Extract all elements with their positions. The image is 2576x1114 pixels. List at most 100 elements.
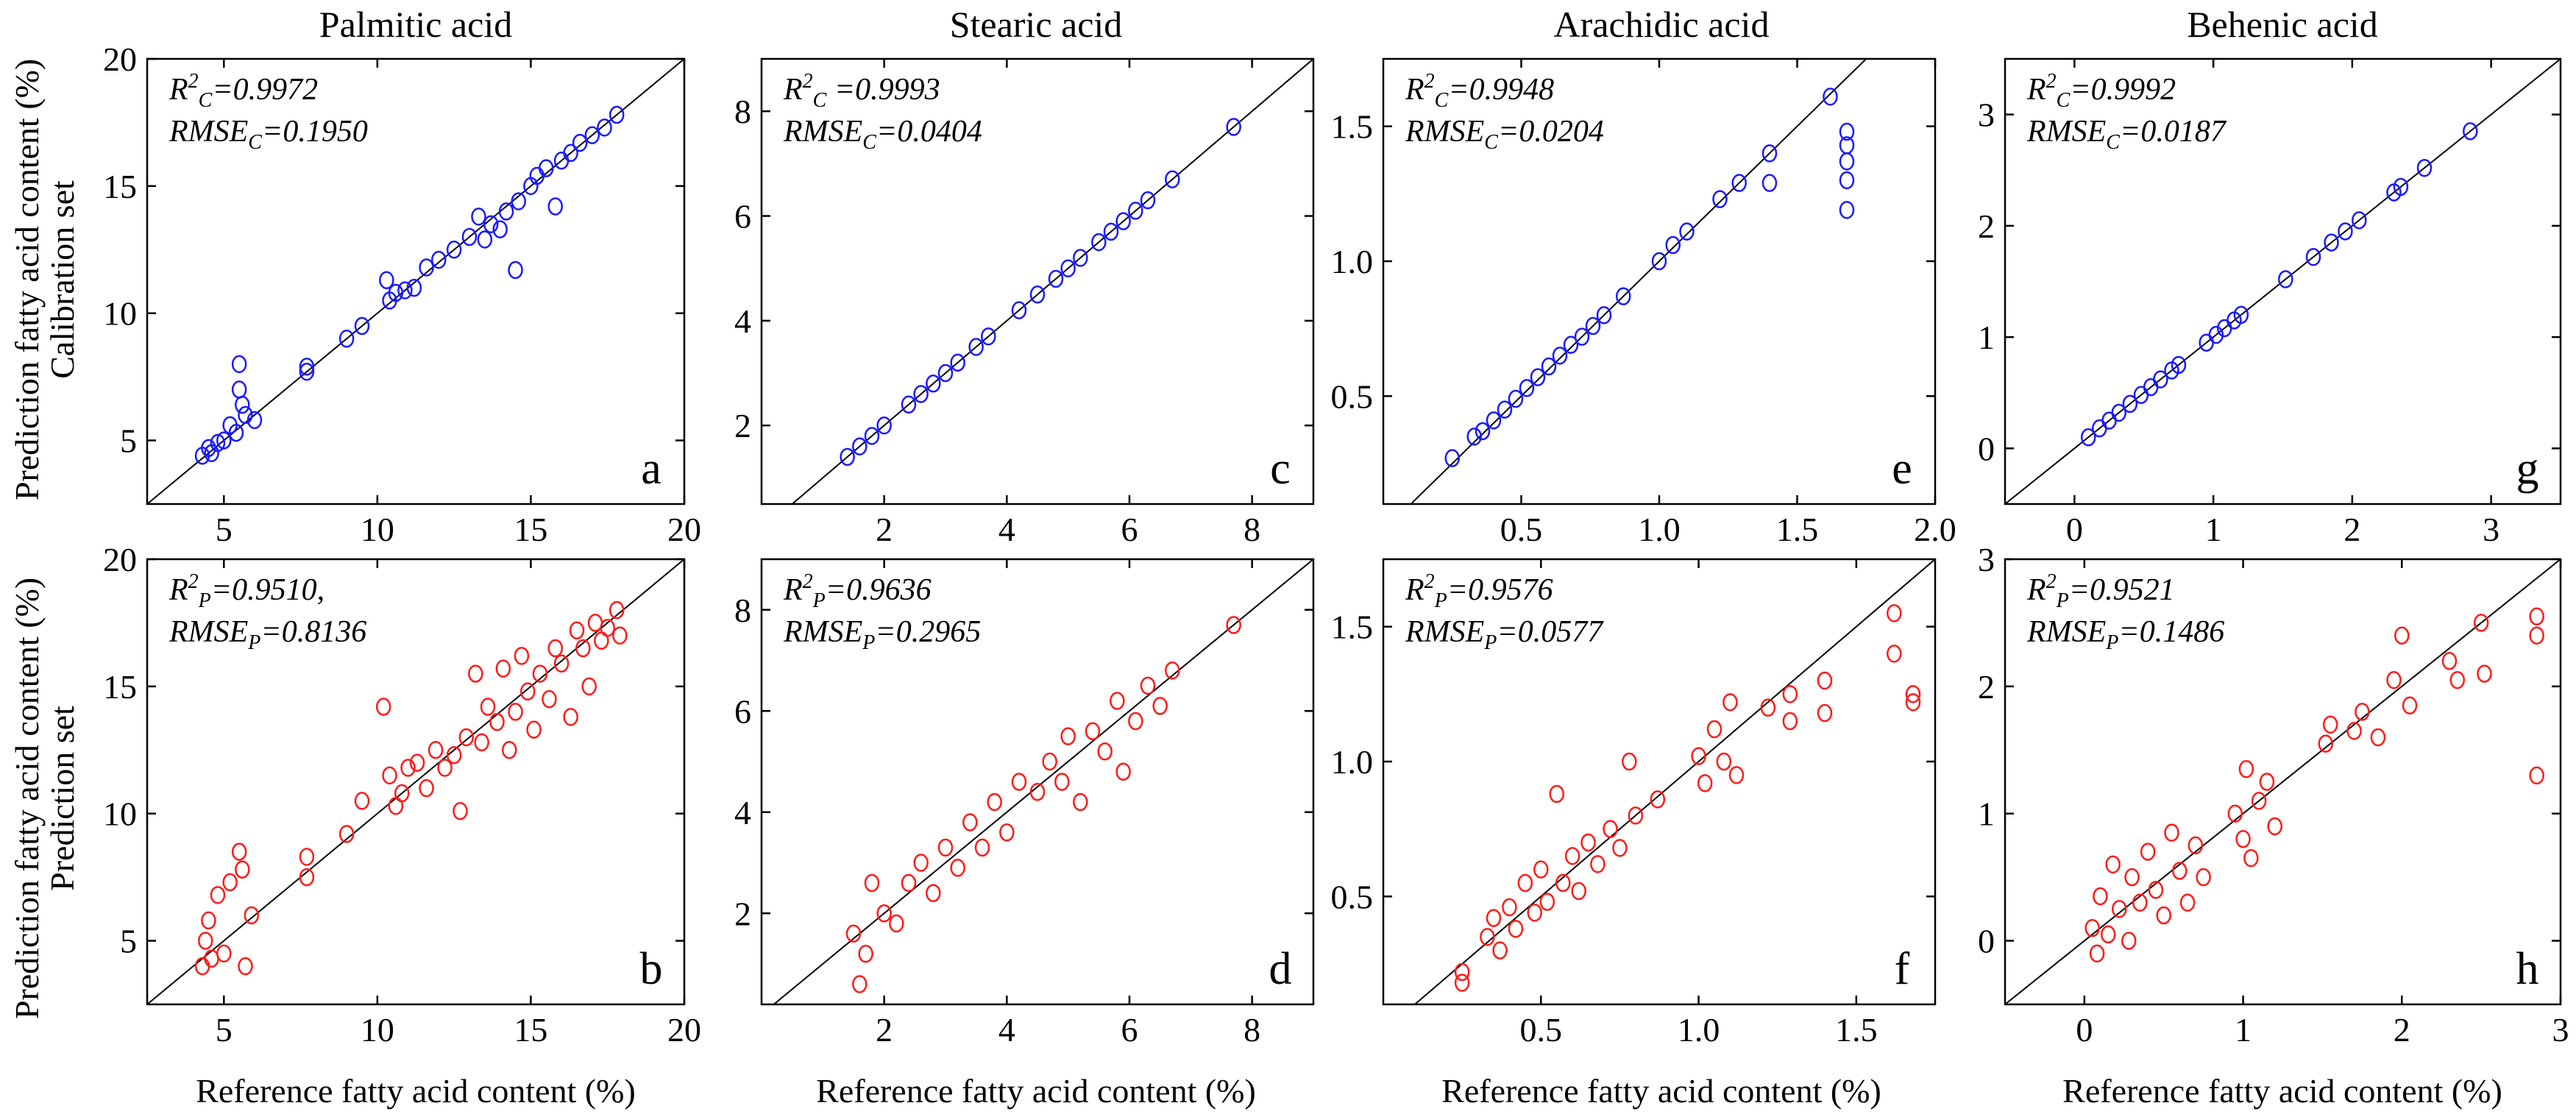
data-point	[453, 802, 468, 820]
data-point	[1140, 191, 1156, 210]
identity-line	[773, 559, 1313, 1004]
x-tick-label: 5	[216, 1011, 233, 1049]
data-point	[431, 250, 447, 269]
data-point	[299, 358, 315, 376]
x-tick-label: 2.0	[1914, 511, 1956, 548]
data-point	[608, 600, 625, 620]
data-point	[1839, 171, 1855, 190]
data-point	[388, 283, 404, 302]
y-tick-label: 15	[103, 668, 137, 706]
stat-r2: R2C=0.9992	[2026, 70, 2176, 112]
x-tick-label: 15	[514, 1011, 547, 1049]
data-point	[1887, 645, 1902, 663]
data-point	[210, 433, 226, 453]
data-point	[1706, 720, 1722, 739]
title-arachidic: Arachidic acid	[1554, 4, 1770, 45]
data-point	[246, 411, 263, 430]
x-tick-label: 6	[1121, 1011, 1138, 1049]
data-point	[394, 784, 410, 803]
y-tick-label: 0.5	[1331, 878, 1374, 915]
x-tick-label: 0	[2066, 511, 2083, 548]
data-point	[1622, 752, 1637, 771]
plot-frame	[1382, 558, 1937, 1006]
data-point	[572, 133, 588, 152]
data-point	[1761, 144, 1778, 163]
data-point	[950, 353, 965, 372]
stat-r2: R2C =0.9993	[783, 70, 940, 112]
data-point	[1552, 347, 1568, 365]
panel-letter: g	[2516, 444, 2539, 494]
data-point	[876, 416, 892, 435]
data-point	[968, 338, 984, 356]
y-tick-label: 1.0	[1331, 743, 1374, 781]
data-point	[1097, 742, 1113, 761]
data-point	[2156, 906, 2171, 925]
data-point	[2179, 893, 2196, 912]
data-point	[1444, 449, 1460, 467]
panel-letter: b	[640, 944, 663, 994]
data-point	[569, 621, 585, 640]
data-point	[1782, 712, 1798, 731]
data-point	[1128, 712, 1143, 731]
data-point	[1454, 962, 1470, 982]
y-tick-label: 20	[103, 541, 137, 578]
data-point	[471, 207, 486, 226]
data-point	[2093, 887, 2108, 906]
data-point	[1539, 893, 1555, 911]
y-tick-label: 2	[734, 407, 751, 444]
data-point	[2259, 773, 2275, 791]
data-point	[2111, 403, 2127, 422]
data-point	[2227, 804, 2243, 823]
data-point	[840, 447, 855, 466]
data-point	[520, 682, 536, 701]
data-point	[231, 842, 247, 861]
plot-frame	[760, 558, 1315, 1006]
data-point	[1115, 212, 1131, 230]
stat-r2: R2P=0.9636	[783, 570, 932, 612]
data-point	[852, 437, 867, 455]
data-point	[458, 728, 475, 747]
data-point	[999, 823, 1015, 842]
data-point	[2171, 355, 2187, 375]
data-point	[2153, 370, 2168, 389]
x-axis-title-col3: Reference fatty acid content (%)	[1441, 1072, 1881, 1110]
data-point	[198, 932, 213, 950]
data-point	[498, 202, 514, 221]
y-axis-title-calibration: Prediction fatty acid content (%)	[8, 59, 46, 500]
data-point	[2355, 703, 2370, 721]
x-tick-label: 10	[361, 511, 394, 548]
x-tick-label: 3	[2552, 1011, 2569, 1049]
data-point	[1571, 881, 1586, 901]
data-point	[222, 873, 238, 892]
x-tick-label: 10	[361, 1011, 394, 1049]
x-tick-label: 1.5	[1835, 1011, 1878, 1049]
data-point	[1616, 287, 1631, 305]
data-point	[1508, 920, 1524, 938]
y-tick-label: 1.5	[1331, 108, 1374, 146]
data-point	[216, 944, 232, 963]
y-tick-label: 0.5	[1331, 377, 1374, 415]
data-point	[194, 957, 210, 976]
data-point	[2473, 614, 2489, 632]
data-point	[575, 639, 591, 658]
x-tick-label: 2	[876, 1011, 893, 1049]
plot-frame	[760, 57, 1315, 505]
identity-line	[2005, 59, 2561, 504]
data-point	[1541, 357, 1557, 376]
data-point	[1226, 118, 1241, 136]
data-point	[1054, 773, 1070, 791]
data-point	[1585, 316, 1601, 336]
data-point	[1731, 174, 1747, 192]
stat-rmse: RMSEP=0.0577	[1405, 615, 1604, 654]
panel-e: 0.5 1.0 1.5 2.0 0.5 1.0 1.5 R2C=0.9948RMSEC=0.0…	[1331, 57, 1956, 548]
data-point	[2393, 177, 2409, 196]
data-point	[926, 884, 941, 902]
data-point	[1782, 685, 1798, 703]
panel-f: 0.5 1.0 1.5 0.5 1.0 1.5 R2P=0.9576RMSEP=0.0577…	[1331, 558, 1937, 1049]
data-point	[480, 698, 496, 716]
data-point	[2089, 944, 2105, 963]
data-point	[1697, 774, 1713, 792]
data-point	[864, 873, 880, 893]
